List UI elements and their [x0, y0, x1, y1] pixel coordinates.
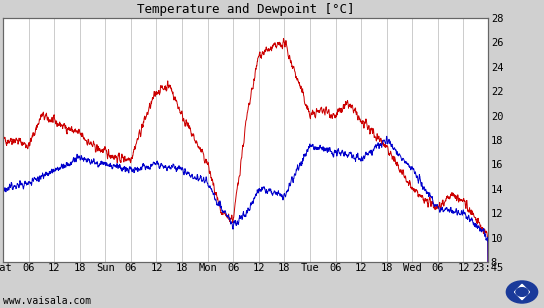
- Polygon shape: [515, 284, 529, 300]
- Text: Temperature and Dewpoint [°C]: Temperature and Dewpoint [°C]: [137, 2, 354, 15]
- Circle shape: [516, 288, 528, 296]
- Circle shape: [506, 281, 537, 303]
- Text: www.vaisala.com: www.vaisala.com: [3, 296, 91, 306]
